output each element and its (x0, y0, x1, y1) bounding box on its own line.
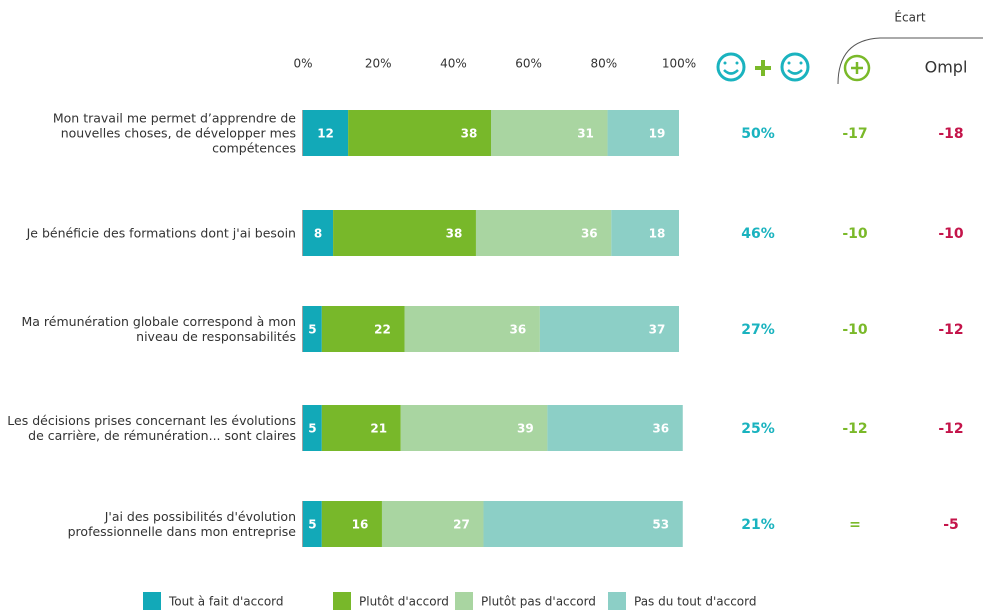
bar-value-label: 5 (308, 518, 316, 532)
x-tick-label: 60% (515, 57, 542, 71)
bar-value-label: 53 (652, 518, 669, 532)
category-label: Je bénéficie des formations dont j'ai be… (26, 225, 296, 241)
bar-value-label: 22 (374, 323, 391, 337)
bar-segment (404, 306, 540, 352)
bar-value-label: 18 (649, 227, 666, 241)
bar-segment (547, 405, 683, 451)
bar-segment (611, 210, 679, 256)
bar-value-label: 27 (453, 518, 470, 532)
legend-label: Plutôt pas d'accord (481, 595, 596, 609)
legend-swatch (455, 592, 473, 610)
header-icons (716, 37, 983, 85)
legend-label: Pas du tout d'accord (634, 595, 756, 609)
bar-value-label: 8 (314, 227, 322, 241)
legend-swatch (143, 592, 161, 610)
legend-label: Tout à fait d'accord (168, 595, 284, 609)
bar-value-label: 31 (577, 127, 594, 141)
gap-ompl-label: -5 (943, 517, 959, 533)
bar-value-label: 21 (370, 422, 387, 436)
bar-value-label: 37 (649, 323, 666, 337)
gap-header: Écart (894, 10, 925, 25)
bar-segment (607, 110, 679, 156)
bar-value-label: 36 (510, 323, 527, 337)
bar-segment (303, 405, 322, 451)
gap-plus-label: -12 (842, 421, 867, 437)
bar-value-label: 38 (461, 127, 478, 141)
logo-text: Ompl (925, 58, 968, 77)
bar-value-label: 12 (317, 127, 334, 141)
bar-segment (303, 110, 349, 156)
legend-label: Plutôt d'accord (359, 595, 449, 609)
bar-segment (539, 306, 679, 352)
gap-plus-label: = (849, 517, 861, 533)
bar-segment (381, 501, 484, 547)
bar-segment (400, 405, 548, 451)
bar-value-label: 38 (446, 227, 463, 241)
category-label: Les décisions prises concernant les évol… (7, 413, 296, 443)
bar-segment (348, 110, 491, 156)
bar-segment (491, 110, 608, 156)
bar-value-label: 36 (652, 422, 669, 436)
gap-ompl-label: -18 (938, 126, 963, 142)
gap-plus-label: -10 (842, 226, 868, 242)
gap-ompl-label: -10 (938, 226, 964, 242)
bar-segment (321, 306, 405, 352)
category-label: Ma rémunération globale correspond à mon… (21, 314, 297, 344)
bar-segment (303, 306, 322, 352)
gap-ompl-label: -12 (938, 322, 963, 338)
bar-value-label: 19 (649, 127, 666, 141)
bar-value-label: 16 (352, 518, 369, 532)
bar-value-label: 5 (308, 422, 316, 436)
bar-value-label: 5 (308, 323, 316, 337)
bar-segment (303, 210, 334, 256)
x-tick-label: 80% (590, 57, 617, 71)
category-label: Mon travail me permet d’apprendre de nou… (52, 110, 296, 156)
gap-plus-label: -10 (842, 322, 868, 338)
legend-swatch (608, 592, 626, 610)
score-label: 25% (741, 421, 775, 437)
score-label: 21% (741, 517, 775, 533)
score-label: 50% (741, 126, 775, 142)
x-tick-label: 0% (293, 57, 312, 71)
bar-segment (321, 405, 401, 451)
bar-segment (483, 501, 683, 547)
bar-segment (475, 210, 612, 256)
x-tick-label: 100% (662, 57, 696, 71)
x-tick-label: 40% (440, 57, 467, 71)
score-label: 46% (741, 226, 775, 242)
bar-segment (321, 501, 382, 547)
gap-ompl-label: -12 (938, 421, 963, 437)
bar-value-label: 39 (517, 422, 534, 436)
bar-value-label: 36 (581, 227, 598, 241)
bar-segment (333, 210, 476, 256)
category-label: J'ai des possibilités d'évolution profes… (67, 509, 296, 539)
bar-segment (303, 501, 322, 547)
score-label: 27% (741, 322, 775, 338)
gap-plus-label: -17 (842, 126, 867, 142)
x-tick-label: 20% (365, 57, 392, 71)
legend-swatch (333, 592, 351, 610)
